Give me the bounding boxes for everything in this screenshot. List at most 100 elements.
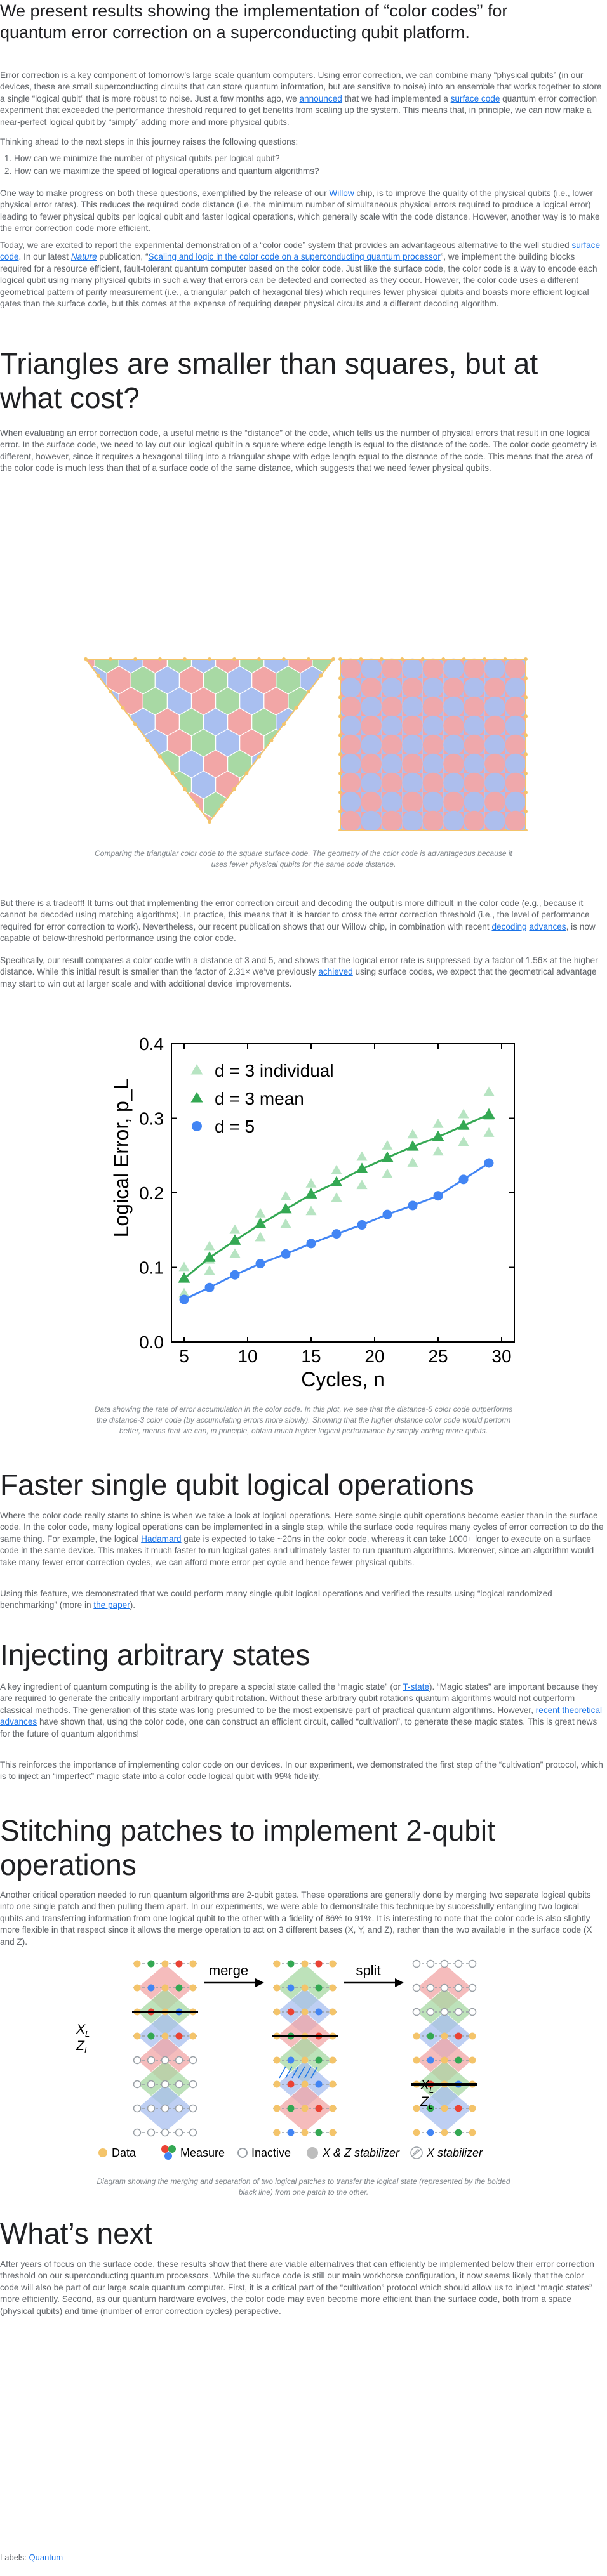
stabilizer-circle <box>381 734 403 756</box>
data-qubit <box>195 803 199 808</box>
hex-tile <box>130 791 156 820</box>
stabilizer-circle <box>340 677 361 699</box>
stabilizer-circle <box>422 696 444 718</box>
hex-tile <box>130 749 156 779</box>
triangles-paragraph-2: But there is a tradeoff! It turns out th… <box>0 898 596 943</box>
stabilizer-circle <box>402 753 423 775</box>
x-stabilizer-hatch <box>298 2066 305 2079</box>
data-qubit <box>257 754 261 759</box>
stabilizer-circle <box>381 772 403 794</box>
data-qubit <box>282 657 286 661</box>
qubit <box>329 2105 337 2112</box>
data-qubit <box>307 657 310 661</box>
data-qubit <box>524 676 528 680</box>
hadamard-link[interactable]: Hadamard <box>141 1534 182 1544</box>
willow-link[interactable]: Willow <box>329 188 354 198</box>
hex-tile <box>276 791 301 820</box>
announced-link[interactable]: announced <box>299 93 342 103</box>
recent-theoretical-advances-link[interactable]: recent theoretical advances <box>0 1705 603 1727</box>
nature-link[interactable]: Nature <box>70 252 97 262</box>
hex-tile <box>263 812 289 822</box>
surface-code-link[interactable]: surface code <box>450 93 500 103</box>
qubit <box>133 1984 141 1992</box>
stabilizer-circle <box>381 810 403 831</box>
surface-code-link-2[interactable]: surface code <box>0 240 601 262</box>
hex-tile <box>94 770 119 799</box>
stabilizer-circle <box>340 715 361 737</box>
data-qubit <box>441 657 446 661</box>
merge-split-diagram: merge split XL ZL XL ZL Data Measure Ina… <box>76 1959 483 2160</box>
qubit <box>441 2105 448 2112</box>
section-heading-injecting: Injecting arbitrary states <box>0 1638 310 1671</box>
data-qubit <box>220 803 224 808</box>
data-qubit <box>244 771 249 775</box>
qubit <box>455 2032 462 2040</box>
data-qubit <box>359 829 363 831</box>
inactive-qubit <box>189 2128 197 2137</box>
injecting-paragraph-2: This reinforces the importance of implem… <box>0 1760 603 1782</box>
hex-tile <box>106 791 131 820</box>
t-state-link[interactable]: T-state <box>403 1682 430 1692</box>
logical-labels-left: XL ZL <box>76 2022 90 2055</box>
chart-caption: Data showing the rate of error accumulat… <box>94 1405 513 1435</box>
qubit <box>413 2032 420 2040</box>
inactive-qubit <box>147 2128 156 2137</box>
qubit <box>329 1984 337 1992</box>
qubit <box>301 2105 309 2112</box>
the-paper-link[interactable]: the paper <box>93 1600 130 1610</box>
legend-measure-marker-green <box>168 2145 176 2153</box>
data-point <box>458 1108 469 1119</box>
achieved-link[interactable]: achieved <box>318 967 353 977</box>
data-point <box>305 1188 317 1199</box>
data-point <box>178 1287 190 1298</box>
stabilizer-circle <box>443 810 464 831</box>
hex-tile <box>118 728 143 758</box>
legend-xz-stabilizer: X & Z stabilizer <box>322 2146 400 2159</box>
data-qubit <box>84 657 88 661</box>
data-qubit <box>170 771 175 775</box>
square-data-qubits <box>338 657 528 831</box>
inactive-qubit <box>468 1959 477 1968</box>
stabilizer-circle <box>464 810 485 831</box>
label-quantum-link[interactable]: Quantum <box>29 2553 63 2562</box>
section-heading-stitching: Stitching patches to implement 2-qubit o… <box>0 1814 495 1881</box>
stabilizer-circle <box>464 677 485 699</box>
data-qubit <box>96 673 100 678</box>
data-point <box>229 1248 241 1258</box>
x-stabilizer-hatch <box>304 2066 312 2079</box>
stabilizer-circle <box>381 696 403 718</box>
qubit <box>315 2080 323 2088</box>
triangle-data-qubits <box>84 657 335 824</box>
inactive-qubit <box>454 2008 463 2016</box>
stabilizer-circle <box>340 810 361 831</box>
qubit <box>315 2056 323 2064</box>
stabilizer-circle <box>340 791 361 813</box>
qubit <box>161 1984 169 1992</box>
diagram-caption: Diagram showing the merging and separati… <box>97 2177 510 2197</box>
stabilizer-circle <box>361 658 382 680</box>
hex-tile <box>276 749 301 779</box>
data-qubit <box>503 829 507 831</box>
svg-text:XL: XL <box>420 2078 434 2094</box>
inactive-qubit <box>175 2080 183 2089</box>
data-qubit <box>158 657 162 661</box>
stabilizer-circle <box>505 810 526 831</box>
data-qubit <box>524 657 528 661</box>
decoding-link[interactable]: decoding <box>491 921 527 931</box>
hex-tile <box>312 770 333 799</box>
legend-x-marker <box>410 2146 423 2159</box>
data-qubit <box>524 772 528 775</box>
square-surface-code <box>340 658 526 831</box>
chart-legend: d = 3 individual d = 3 mean d = 5 <box>190 1061 334 1136</box>
data-point <box>306 1239 316 1249</box>
diagram-legend: Data Measure Inactive X & Z stabilizer X… <box>98 2145 483 2160</box>
data-point <box>254 1218 267 1228</box>
merge-arrow: merge <box>204 1962 264 1987</box>
advances-link[interactable]: advances <box>529 921 566 931</box>
hex-tile <box>312 728 333 758</box>
qubit <box>175 2032 183 2040</box>
stabilizer-circle <box>464 753 485 775</box>
stabilizer-circle <box>505 658 526 680</box>
paper-title-link[interactable]: Scaling and logic in the color code on a… <box>148 252 441 262</box>
qubit <box>287 1984 295 1992</box>
